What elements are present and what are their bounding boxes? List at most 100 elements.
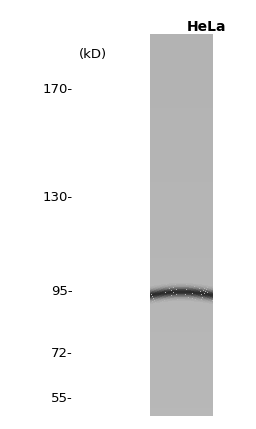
Bar [165,292,166,293]
Bar [182,289,183,290]
Bar [156,296,157,297]
Bar [150,370,212,373]
Bar [194,296,195,297]
Bar [207,289,208,290]
Bar [183,294,184,295]
Bar [195,290,196,291]
Bar [150,83,212,85]
Bar [150,174,212,177]
Bar [176,290,177,291]
Bar [180,299,181,300]
Bar [199,300,200,301]
Bar [152,297,153,298]
Bar [207,285,208,286]
Bar [150,401,212,403]
Bar [171,291,172,292]
Bar [202,286,203,287]
Bar [151,297,152,298]
Bar [161,285,162,286]
Bar [198,284,199,285]
Bar [151,291,152,292]
Bar [150,78,212,80]
Bar [195,291,196,292]
Bar [193,301,194,302]
Bar [199,292,200,293]
Bar [156,294,157,295]
Bar [191,292,192,293]
Bar [151,303,152,304]
Bar [203,294,204,295]
Bar [193,286,194,287]
Bar [180,293,181,294]
Bar [178,296,179,297]
Bar [150,169,212,172]
Bar [150,223,212,225]
Bar [164,294,165,295]
Bar [155,289,156,290]
Bar [197,288,198,289]
Bar [150,187,212,190]
Bar [189,298,190,299]
Bar [189,283,190,284]
Bar [189,287,190,288]
Bar [169,289,170,290]
Bar [160,289,161,290]
Bar [150,241,212,243]
Bar [150,34,212,416]
Bar [210,287,211,288]
Bar [167,296,168,297]
Bar [176,283,177,284]
Bar [192,299,193,300]
Bar [190,296,191,297]
Bar [185,287,186,288]
Bar [210,291,211,292]
Bar [208,299,209,300]
Bar [180,289,181,290]
Bar [151,296,152,297]
Bar [202,289,203,290]
Bar [173,292,174,293]
Bar [150,67,212,70]
Bar [189,291,190,292]
Bar [165,289,166,290]
Bar [152,298,153,299]
Bar [179,287,180,288]
Bar [198,290,199,291]
Bar [155,290,156,291]
Bar [190,291,191,292]
Bar [159,292,160,293]
Bar [177,289,178,290]
Bar [154,299,155,300]
Bar [197,297,198,298]
Bar [150,303,151,304]
Bar [183,293,184,294]
Bar [165,293,166,294]
Bar [161,291,162,292]
Bar [203,291,204,292]
Bar [173,285,174,286]
Bar [181,287,182,288]
Bar [173,289,174,290]
Bar [202,288,203,289]
Bar [194,292,195,293]
Bar [175,285,176,286]
Bar [150,300,151,301]
Bar [150,141,212,144]
Bar [208,293,209,294]
Bar [150,263,212,266]
Bar [188,296,189,297]
Bar [158,302,159,303]
Text: HeLa: HeLa [187,20,227,34]
Bar [150,297,151,298]
Bar [175,284,176,285]
Bar [150,340,212,342]
Bar [196,294,197,295]
Bar [178,283,179,284]
Bar [150,98,212,100]
Bar [176,295,177,296]
Bar [199,301,200,302]
Bar [211,291,212,292]
Bar [184,293,185,294]
Bar [177,283,178,284]
Bar [192,290,193,291]
